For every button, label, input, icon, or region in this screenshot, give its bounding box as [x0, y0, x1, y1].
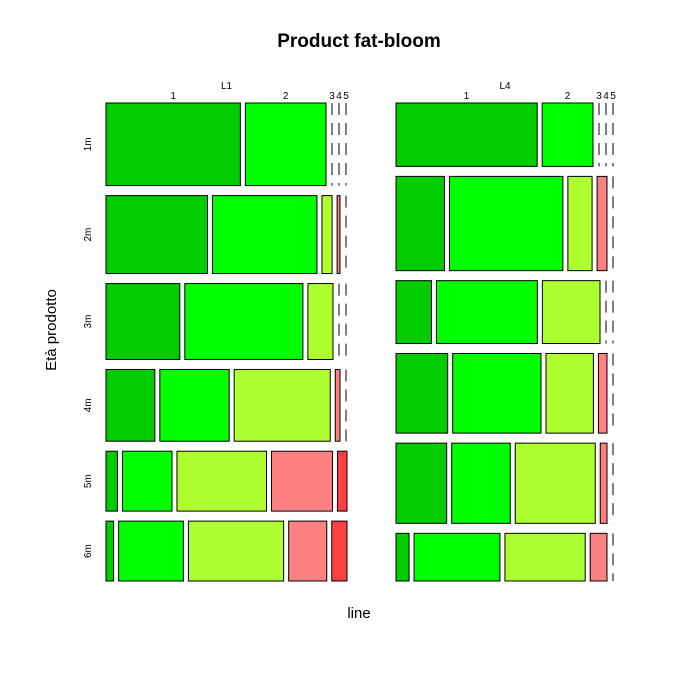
tile-l1-3m-level-3 — [307, 283, 334, 360]
tile-l1-2m-level-4 — [336, 195, 341, 275]
row-label-1m: 1m — [83, 137, 94, 151]
level-label-l1-2: 2 — [283, 91, 289, 102]
chart-title: Product fat-bloom — [277, 31, 441, 52]
tile-l4-1m-level-2 — [541, 102, 594, 167]
level-label-l4-4: 4 — [603, 91, 609, 102]
tile-l1-1m-level-1 — [105, 102, 241, 187]
row-label-4m: 4m — [83, 398, 94, 412]
tile-l4-4m-level-3 — [545, 353, 594, 434]
level-label-l4-2: 2 — [565, 91, 571, 102]
tile-l1-3m-level-2 — [184, 283, 304, 360]
tile-l1-5m-level-1 — [105, 450, 118, 512]
tile-l1-4m-level-3 — [233, 368, 331, 442]
tile-l4-5m-level-1 — [395, 442, 448, 524]
row-label-5m: 5m — [83, 474, 94, 488]
tile-l1-6m-level-4 — [288, 520, 328, 582]
tile-l1-6m-level-5 — [331, 520, 348, 582]
tile-l1-6m-level-1 — [105, 520, 115, 582]
tile-l1-6m-level-2 — [118, 520, 184, 582]
row-label-6m: 6m — [83, 544, 94, 558]
tile-l1-3m-level-1 — [105, 283, 181, 360]
tile-l4-2m-level-4 — [596, 175, 608, 272]
tile-l1-1m-level-2 — [244, 102, 327, 187]
x-axis-title: line — [347, 605, 370, 622]
tile-l4-3m-level-3 — [541, 280, 601, 345]
tile-l4-6m-level-2 — [413, 532, 501, 582]
column-group-label-l1: L1 — [221, 81, 233, 92]
tile-l1-5m-level-4 — [271, 450, 333, 512]
tile-l4-5m-level-3 — [514, 442, 596, 524]
tile-l4-2m-level-1 — [395, 175, 445, 272]
tile-l1-5m-level-5 — [336, 450, 348, 512]
tile-l4-5m-level-4 — [599, 442, 608, 524]
row-label-3m: 3m — [83, 315, 94, 329]
tile-l4-4m-level-2 — [452, 353, 542, 434]
tile-l1-2m-level-3 — [321, 195, 333, 275]
tile-l4-4m-level-1 — [395, 353, 449, 434]
tile-l4-2m-level-2 — [448, 175, 564, 272]
tile-l1-2m-level-1 — [105, 195, 209, 275]
level-label-l1-5: 5 — [343, 91, 349, 102]
tile-l4-3m-level-2 — [435, 280, 538, 345]
tile-l1-2m-level-2 — [212, 195, 318, 275]
tile-l1-4m-level-2 — [159, 368, 230, 442]
level-label-l4-1: 1 — [464, 91, 470, 102]
column-group-label-l4: L4 — [499, 81, 511, 92]
y-axis-title: Età prodotto — [43, 289, 60, 371]
tile-l4-5m-level-2 — [451, 442, 511, 524]
tile-l4-6m-level-4 — [589, 532, 608, 582]
tile-l4-6m-level-1 — [395, 532, 410, 582]
tile-l1-6m-level-3 — [187, 520, 285, 582]
tile-l4-2m-level-3 — [567, 175, 593, 272]
level-label-l1-3: 3 — [329, 91, 335, 102]
tile-l4-6m-level-3 — [504, 532, 586, 582]
tile-l4-3m-level-1 — [395, 280, 432, 345]
tile-l1-4m-level-1 — [105, 368, 156, 442]
level-label-l4-5: 5 — [610, 91, 616, 102]
row-label-2m: 2m — [83, 228, 94, 242]
level-label-l4-3: 3 — [596, 91, 602, 102]
tile-l4-4m-level-4 — [597, 353, 608, 434]
level-label-l1-4: 4 — [336, 91, 342, 102]
tile-l1-4m-level-4 — [334, 368, 341, 442]
tile-l4-1m-level-1 — [395, 102, 538, 167]
tile-l1-5m-level-2 — [121, 450, 173, 512]
tile-l1-5m-level-3 — [176, 450, 268, 512]
level-label-l1-1: 1 — [170, 91, 176, 102]
